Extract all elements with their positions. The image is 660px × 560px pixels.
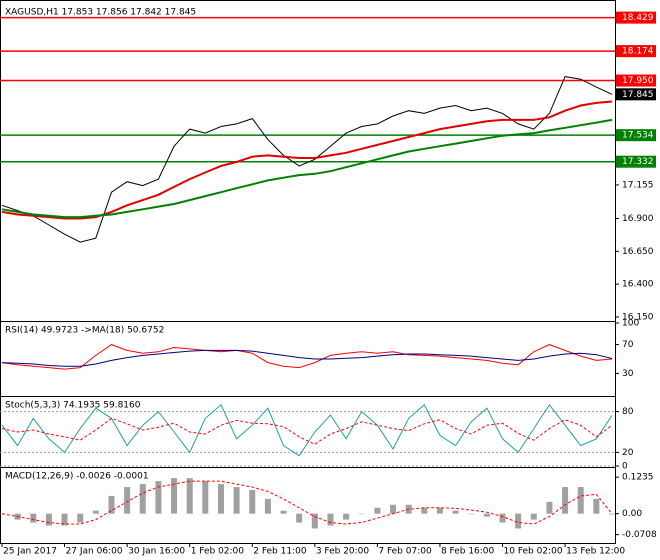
histogram-bar <box>202 481 209 514</box>
histogram-bar <box>296 513 303 523</box>
x-tick-label: 10 Feb 02:00 <box>504 547 563 557</box>
histogram-bar <box>264 498 271 514</box>
x-tick-label: 2 Feb 11:00 <box>253 547 307 557</box>
level-tag <box>616 11 656 24</box>
histogram-bar <box>124 487 131 514</box>
histogram-bar <box>390 504 397 514</box>
x-tick-label: 27 Jan 06:00 <box>66 547 123 557</box>
histogram-bar <box>280 510 287 514</box>
panel-title: Stoch(5,3,3) 74.1935 59.8160 <box>5 401 141 411</box>
level-label: 17.534 <box>622 131 654 141</box>
frame <box>0 0 616 544</box>
histogram-bar <box>327 513 334 526</box>
x-tick-label: 7 Feb 07:00 <box>378 547 432 557</box>
x-tick-label: 3 Feb 20:00 <box>316 547 370 557</box>
histogram-bar <box>577 487 584 514</box>
y-tick-label: 20 <box>622 448 634 458</box>
price-tag-label: 17.845 <box>622 90 654 100</box>
level-tag <box>616 74 656 87</box>
histogram-bar <box>609 513 615 515</box>
histogram-bar <box>186 478 193 514</box>
level-label: 17.950 <box>622 76 654 86</box>
y-tick-label: 100 <box>622 319 639 329</box>
histogram-bar <box>358 513 365 515</box>
level-label: 18.174 <box>622 47 654 57</box>
level-tag <box>616 129 656 142</box>
y-tick-label: 80 <box>622 407 634 417</box>
x-tick-label: 30 Jan 16:00 <box>128 547 185 557</box>
histogram-bar <box>108 495 115 514</box>
level-tag <box>616 155 656 168</box>
histogram-bar <box>421 507 428 514</box>
y-tick-label: 16.650 <box>622 247 654 257</box>
histogram-bar <box>171 478 178 514</box>
histogram-bar <box>452 510 459 514</box>
level-label: 18.429 <box>622 13 654 23</box>
histogram-bar <box>593 498 600 514</box>
histogram-bar <box>546 501 553 514</box>
y-tick-label: 16.400 <box>622 280 654 290</box>
histogram-bar <box>483 513 490 517</box>
histogram-bar <box>374 507 381 514</box>
histogram-bar <box>499 513 506 523</box>
histogram-bar <box>311 513 318 529</box>
y-tick-label: 70 <box>622 340 634 350</box>
panel-title: RSI(14) 49.9723 ->MA(18) 50.6752 <box>5 326 164 336</box>
series-line <box>1 403 613 457</box>
y-tick-label: 30 <box>622 369 634 379</box>
histogram-bar <box>530 513 537 520</box>
histogram-bar <box>92 510 99 514</box>
x-tick-label: 13 Feb 12:00 <box>566 547 625 557</box>
histogram-bar <box>249 490 256 514</box>
y-tick-label: 17.155 <box>622 180 654 190</box>
histogram-bar <box>233 487 240 514</box>
x-tick-label: 25 Jan 2017 <box>3 547 57 557</box>
histogram-bar <box>562 487 569 514</box>
series-line <box>1 480 613 525</box>
series-line <box>1 344 613 370</box>
histogram-bar <box>77 513 84 523</box>
histogram-bar <box>61 513 68 526</box>
histogram-bar <box>217 484 224 514</box>
price-tag <box>616 88 656 101</box>
level-label: 17.332 <box>622 157 654 167</box>
histogram-bar <box>515 513 522 529</box>
y-tick-label: -0.0708 <box>622 530 657 540</box>
y-tick-label: 0.00 <box>622 509 642 519</box>
series-line <box>1 417 613 445</box>
histogram-bar <box>139 484 146 514</box>
x-tick-label: 1 Feb 02:00 <box>191 547 245 557</box>
histogram-bar <box>45 513 52 526</box>
panel-title: XAGUSD,H1 17.853 17.856 17.842 17.845 <box>5 8 196 18</box>
x-tick-label: 8 Feb 16:00 <box>441 547 495 557</box>
panel-title: MACD(12,26,9) -0.0026 -0.0001 <box>5 472 149 482</box>
y-tick-label: 0 <box>622 462 628 472</box>
series-line <box>1 349 613 367</box>
series-line <box>1 118 613 219</box>
y-tick-label: 16.900 <box>622 214 654 224</box>
level-tag <box>616 45 656 58</box>
histogram-bar <box>343 513 350 520</box>
histogram-bar <box>468 513 475 515</box>
histogram-bar <box>436 507 443 514</box>
histogram-bar <box>30 513 37 523</box>
y-tick-label: 16.150 <box>622 312 654 322</box>
histogram-bar <box>155 481 162 514</box>
y-tick-label: 0.1235 <box>622 473 654 483</box>
